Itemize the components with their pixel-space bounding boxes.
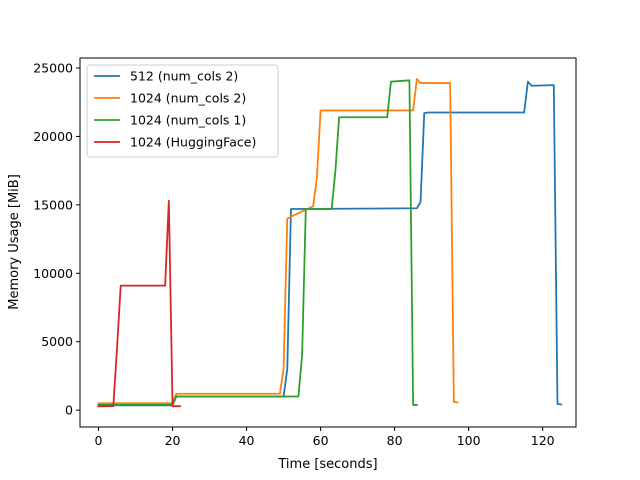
y-tick-label: 15000: [33, 197, 73, 212]
x-tick-label: 100: [457, 433, 481, 448]
series-line-3: [97, 199, 181, 408]
legend-label-1: 1024 (num_cols 2): [130, 91, 246, 106]
plot-area: [79, 57, 577, 428]
x-tick-label: 120: [531, 433, 555, 448]
series-layer: [97, 78, 563, 408]
y-tick-label: 5000: [41, 334, 73, 349]
y-tick-label: 0: [65, 403, 73, 418]
x-axis-ticks: 0 20 40 60 80 100 120: [95, 427, 555, 448]
y-axis-label: Memory Usage [MiB]: [7, 174, 22, 310]
legend-box: [86, 64, 279, 158]
x-tick-label: 20: [165, 433, 181, 448]
legend-label-2: 1024 (num_cols 1): [130, 113, 246, 128]
x-tick-label: 40: [239, 433, 255, 448]
y-axis-ticks: 0 5000 10000 15000 20000 25000: [33, 60, 80, 418]
legend-label-0: 512 (num_cols 2): [130, 69, 238, 84]
series-line-1: [97, 78, 459, 405]
y-tick-label: 10000: [33, 266, 73, 281]
legend: 512 (num_cols 2) 1024 (num_cols 2) 1024 (n…: [86, 64, 279, 158]
x-tick-label: 60: [313, 433, 329, 448]
legend-label-3: 1024 (HuggingFace): [130, 135, 256, 150]
y-tick-label: 25000: [33, 60, 73, 75]
plot-frame: [79, 57, 577, 428]
x-axis-label: Time [seconds]: [277, 457, 377, 472]
x-tick-label: 0: [95, 433, 103, 448]
series-line-2: [97, 79, 418, 406]
y-tick-label: 20000: [33, 129, 73, 144]
x-tick-label: 80: [387, 433, 403, 448]
